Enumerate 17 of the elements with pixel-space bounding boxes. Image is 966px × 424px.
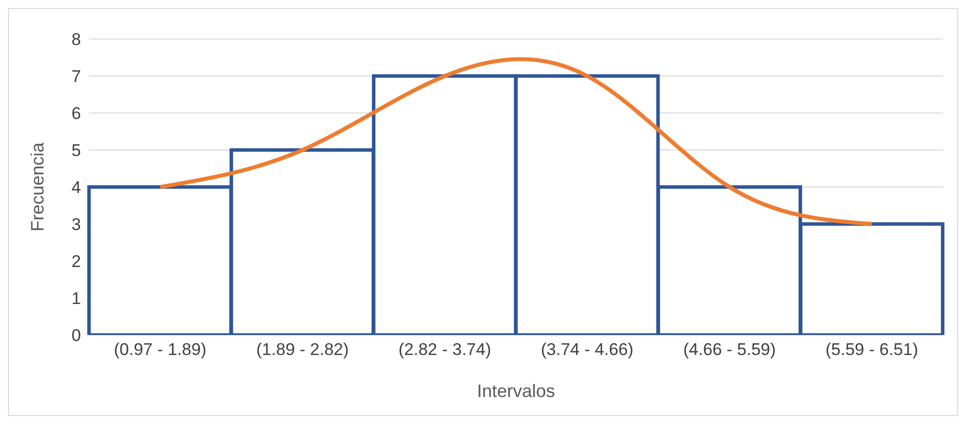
x-tick-label: (3.74 - 4.66) bbox=[540, 340, 634, 360]
x-tick-label: (4.66 - 5.59) bbox=[683, 340, 776, 360]
y-tick-label: 5 bbox=[72, 141, 81, 160]
y-tick-label: 4 bbox=[72, 178, 81, 198]
x-tick-label: (2.82 - 3.74) bbox=[398, 340, 492, 360]
y-tick-label: 1 bbox=[72, 289, 81, 308]
y-tick-label: 6 bbox=[72, 104, 81, 124]
y-tick-label: 8 bbox=[72, 30, 81, 50]
x-tick-label: (0.97 - 1.89) bbox=[114, 340, 206, 360]
x-tick-label: (1.89 - 2.82) bbox=[256, 340, 349, 360]
x-tick-label: (5.59 - 6.51) bbox=[826, 340, 918, 360]
y-tick-label: 7 bbox=[72, 67, 81, 86]
y-axis-title: Frecuencia bbox=[27, 141, 48, 232]
y-tick-label: 3 bbox=[72, 215, 81, 234]
x-axis-title: Intervalos bbox=[476, 381, 556, 401]
y-tick-label: 0 bbox=[72, 326, 81, 346]
y-tick-label: 2 bbox=[72, 252, 81, 272]
